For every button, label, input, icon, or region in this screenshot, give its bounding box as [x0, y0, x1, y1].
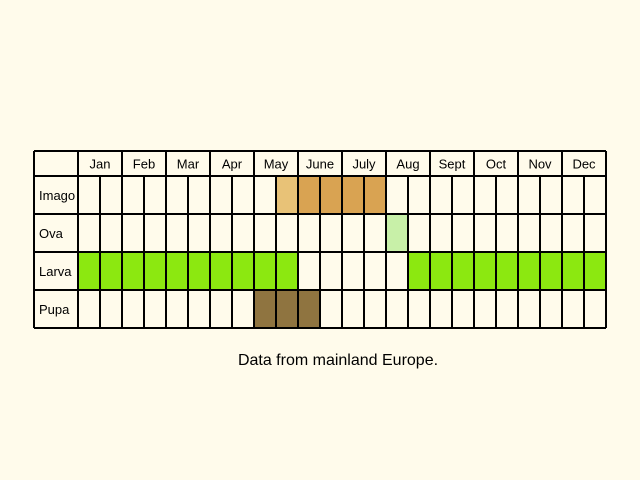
period-bar-pupa-1	[254, 290, 320, 328]
month-label: Dec	[572, 157, 596, 172]
chart-caption: Data from mainland Europe.	[237, 352, 439, 369]
period-bar-ova-1	[386, 214, 408, 252]
month-label: Apr	[222, 157, 243, 172]
month-label: June	[306, 157, 334, 172]
month-label: Oct	[486, 157, 507, 172]
stage-label: Larva	[39, 264, 72, 279]
month-label: Nov	[528, 157, 552, 172]
month-label: Jan	[90, 157, 111, 172]
stage-label: Pupa	[39, 302, 70, 317]
period-bar-larva-2	[408, 252, 606, 290]
month-label: Sept	[439, 157, 466, 172]
stage-label: Ova	[39, 226, 64, 241]
month-label: Aug	[396, 157, 419, 172]
month-label: May	[264, 157, 289, 172]
stage-label: Imago	[39, 188, 75, 203]
month-label: Feb	[133, 157, 155, 172]
month-label: Mar	[177, 157, 200, 172]
period-bar-imago-1	[276, 176, 298, 214]
month-label: July	[352, 157, 376, 172]
